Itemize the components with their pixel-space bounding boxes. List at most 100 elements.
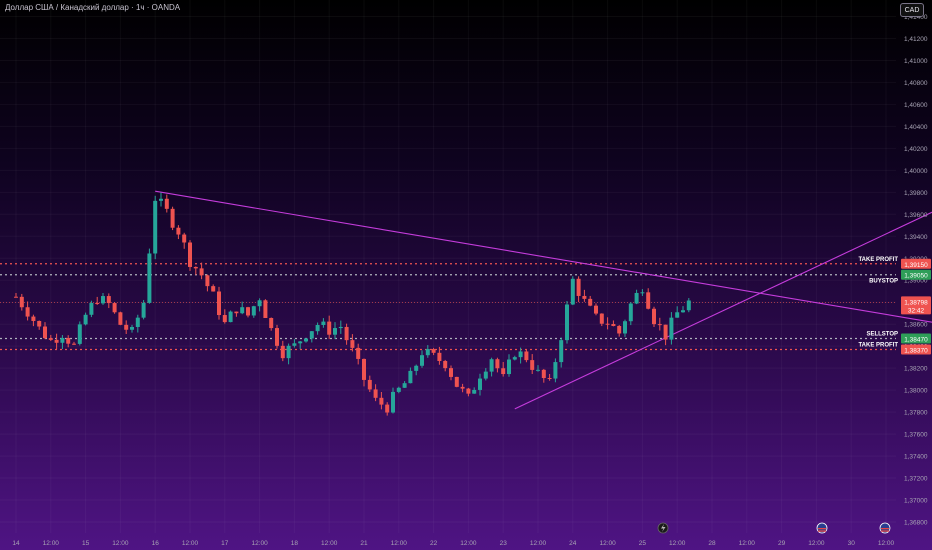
candle-body	[391, 391, 395, 413]
candle-body	[437, 352, 442, 362]
candle-body	[43, 326, 47, 339]
y-tick-label: 1,38600	[904, 322, 928, 329]
lightning-event-icon	[657, 522, 669, 534]
currency-button[interactable]: CAD	[900, 3, 924, 17]
x-tick-label: 12:00	[599, 540, 616, 547]
candle-body	[112, 303, 117, 313]
candle-body	[553, 362, 558, 379]
candle-body	[89, 303, 94, 315]
candle-body	[344, 326, 349, 341]
level-price-text: 1,39150	[904, 262, 928, 269]
x-tick-label: 12:00	[530, 540, 547, 547]
us-flag-event-icon	[879, 522, 891, 534]
y-tick-label: 1,37000	[904, 498, 928, 505]
candle-body	[657, 324, 662, 326]
candle-body	[530, 360, 535, 370]
candle-body	[193, 266, 198, 269]
candle-body	[652, 308, 656, 325]
candle-body	[251, 306, 256, 316]
candle-body	[396, 387, 401, 392]
candle-body	[130, 326, 134, 330]
x-tick-label: 24	[569, 540, 577, 547]
candle-body	[199, 268, 204, 276]
candle-body	[217, 291, 221, 316]
level-price-text: 1,38470	[904, 336, 928, 343]
x-tick-label: 12:00	[321, 540, 338, 547]
level-price-text: 1,39050	[904, 273, 928, 280]
candle-body	[327, 321, 332, 335]
candle-body	[611, 324, 616, 326]
y-tick-label: 1,41400	[904, 14, 928, 21]
candle-body	[681, 310, 685, 313]
candle-body	[176, 227, 181, 235]
x-tick-label: 12:00	[182, 540, 199, 547]
candle-body	[559, 340, 564, 363]
x-tick-label: 30	[848, 540, 856, 547]
candle-body	[292, 343, 297, 346]
candle-body	[188, 242, 192, 267]
time-axis: 14 12:00 15 12:00 16 12:00 17 12:00 18 12:00 21 12:…	[12, 540, 894, 547]
candle-body	[356, 347, 361, 359]
candle-body	[246, 307, 250, 316]
candle-body	[443, 361, 448, 369]
candle-body	[617, 325, 622, 334]
symbol-title[interactable]: Доллар США / Канадский доллар · 1ч · OAN…	[5, 3, 181, 12]
x-tick-label: 12:00	[669, 540, 686, 547]
candle-body	[675, 312, 680, 318]
candle-body	[483, 371, 488, 379]
candle-body	[501, 368, 506, 375]
candle-body	[54, 339, 59, 343]
flag-stripe	[881, 528, 889, 530]
x-tick-label: 17	[221, 540, 229, 547]
candle-body	[135, 317, 140, 327]
candle-body	[101, 296, 105, 304]
candle-body	[385, 404, 390, 413]
candle-body	[124, 324, 129, 330]
x-tick-label: 25	[639, 540, 647, 547]
candle-body	[60, 337, 65, 343]
candle-body	[205, 275, 210, 287]
candle-body	[77, 324, 82, 344]
candle-body	[367, 379, 372, 390]
level-label: TAKE PROFIT	[858, 342, 898, 348]
candle-body	[14, 296, 18, 298]
candle-body	[118, 312, 123, 325]
x-tick-label: 14	[12, 540, 20, 547]
candle-body	[106, 296, 111, 304]
candle-body	[594, 305, 598, 314]
candle-body	[321, 321, 326, 325]
candle-body	[478, 378, 482, 390]
y-tick-label: 1,37200	[904, 476, 928, 483]
candle-body	[37, 320, 42, 327]
x-tick-label: 16	[152, 540, 160, 547]
candle-body	[19, 296, 24, 308]
candle-body	[338, 326, 343, 329]
candle-body	[640, 292, 645, 294]
y-tick-label: 1,40400	[904, 124, 928, 131]
x-tick-label: 12:00	[808, 540, 825, 547]
last-price-tag	[901, 296, 931, 315]
candle-body	[234, 311, 239, 314]
y-tick-label: 1,37400	[904, 454, 928, 461]
candle-body	[304, 338, 308, 342]
candle-body	[420, 355, 424, 366]
candle-body	[153, 200, 158, 254]
level-price-tag	[901, 344, 931, 355]
y-tick-label: 1,40000	[904, 168, 928, 175]
candle-body	[298, 341, 303, 344]
trendline	[514, 211, 932, 410]
x-tick-label: 21	[360, 540, 368, 547]
trendline	[155, 190, 932, 323]
candle-body	[512, 357, 517, 360]
y-tick-label: 1,40800	[904, 80, 928, 87]
candle-body	[309, 331, 314, 339]
flag-stripe	[818, 530, 826, 532]
candle-body	[565, 304, 569, 341]
candle-body	[663, 324, 668, 340]
candle-body	[275, 328, 279, 346]
candle-body	[495, 359, 500, 369]
level-label: SELLSTOP	[866, 331, 898, 337]
